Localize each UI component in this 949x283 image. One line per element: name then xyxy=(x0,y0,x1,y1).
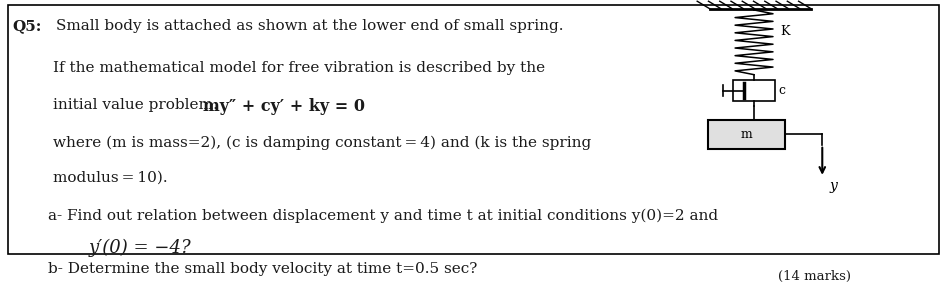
Text: y′(0) = −4?: y′(0) = −4? xyxy=(89,239,192,257)
Bar xyxy=(734,80,775,101)
Text: Q5:: Q5: xyxy=(12,19,42,33)
Text: Small body is attached as shown at the lower end of small spring.: Small body is attached as shown at the l… xyxy=(56,19,563,33)
Text: m: m xyxy=(740,128,753,141)
Text: K: K xyxy=(781,25,791,38)
Text: If the mathematical model for free vibration is described by the: If the mathematical model for free vibra… xyxy=(53,61,545,76)
Text: modulus = 10).: modulus = 10). xyxy=(53,171,167,185)
Text: y: y xyxy=(829,179,838,193)
Text: initial value problem:: initial value problem: xyxy=(53,98,223,112)
Text: b- Determine the small body velocity at time t=0.5 sec?: b- Determine the small body velocity at … xyxy=(48,262,477,276)
Text: where (m is mass=2), (c is damping constant = 4) and (k is the spring: where (m is mass=2), (c is damping const… xyxy=(53,136,591,150)
Bar xyxy=(708,120,786,149)
Text: a- Find out relation between displacement y and time t at initial conditions y(0: a- Find out relation between displacemen… xyxy=(48,208,718,222)
Text: (14 marks): (14 marks) xyxy=(778,270,850,283)
Text: c: c xyxy=(779,84,786,97)
Text: my″ + cy′ + ky = 0: my″ + cy′ + ky = 0 xyxy=(202,98,364,115)
